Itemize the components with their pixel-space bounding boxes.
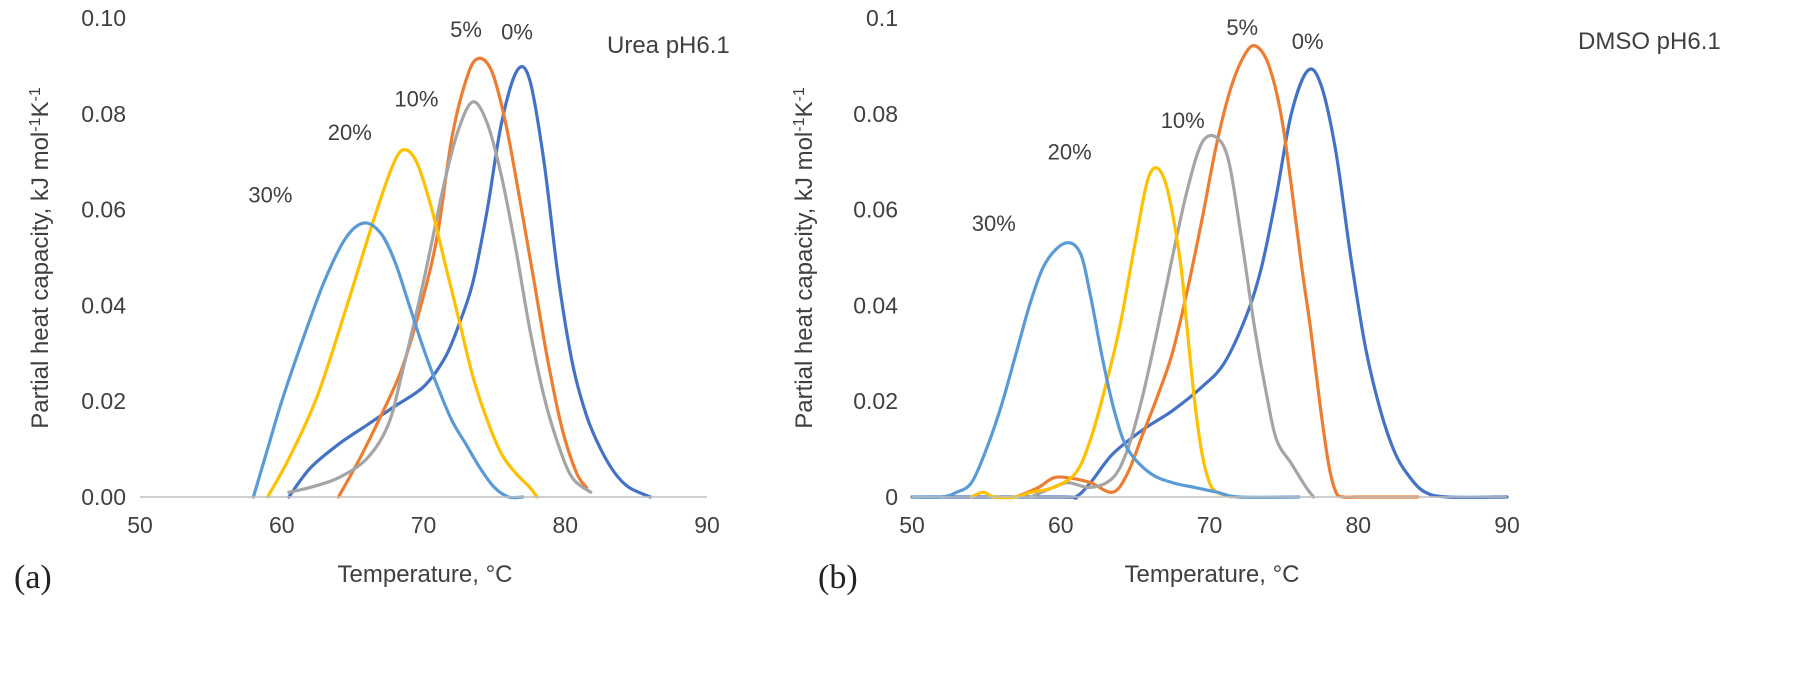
y-tick-label-a-4: 0.08 (81, 101, 126, 127)
tick-labels-a: 50 60 70 80 90 0.00 0.02 0.04 0.06 0.08 0.10 (81, 5, 720, 538)
y-tick-label-b-5: 0.1 (866, 5, 898, 31)
y-tick-label-b-1: 0.02 (853, 388, 898, 414)
x-tick-label-a-3: 80 (552, 512, 578, 538)
y-tick-label-a-1: 0.02 (81, 388, 126, 414)
series-label-b-30pct: 30% (972, 211, 1016, 236)
x-tick-label-a-4: 90 (694, 512, 720, 538)
x-axis-title-b: Temperature, °C (1125, 561, 1300, 588)
series-line-a-20pct (265, 148, 539, 499)
x-tick-label-a-2: 70 (411, 512, 437, 538)
series-lines-b (910, 43, 1509, 500)
series-label-a-30pct: 30% (248, 182, 292, 207)
series-label-a-20pct: 20% (328, 120, 372, 145)
series-label-a-10pct: 10% (394, 87, 438, 112)
x-tick-label-b-4: 90 (1494, 512, 1520, 538)
x-tick-label-a-0: 50 (127, 512, 153, 538)
y-tick-label-b-4: 0.08 (853, 101, 898, 127)
series-label-b-5pct: 5% (1226, 15, 1258, 40)
series-line-b-20pct (969, 166, 1234, 500)
panel-label-b: (b) (818, 559, 858, 596)
y-tick-label-a-2: 0.04 (81, 292, 126, 318)
y-tick-label-a-3: 0.06 (81, 197, 126, 223)
y-tick-label-b-3: 0.06 (853, 197, 898, 223)
series-line-b-30pct (910, 241, 1301, 499)
series-label-a-0pct: 0% (501, 20, 533, 45)
chart-panel-b: 50 60 70 80 90 0 0.02 0.04 0.06 0.08 0.1 0% 5% 10% 20… (791, 5, 1721, 596)
y-axis-title-b: Partial heat capacity, kJ mol-1K-1 (791, 87, 818, 429)
y-tick-label-b-2: 0.04 (853, 292, 898, 318)
x-tick-label-b-1: 60 (1048, 512, 1074, 538)
y-tick-label-a-5: 0.10 (81, 5, 126, 31)
series-label-b-0pct: 0% (1292, 29, 1324, 54)
x-tick-label-b-0: 50 (899, 512, 925, 538)
series-labels-b: 0% 5% 10% 20% 30% (972, 15, 1324, 236)
series-label-a-5pct: 5% (450, 17, 482, 42)
series-label-b-10pct: 10% (1161, 108, 1205, 133)
chart-annotation-a: Urea pH6.1 (607, 32, 730, 59)
series-label-b-20pct: 20% (1048, 139, 1092, 164)
y-tick-label-a-0: 0.00 (81, 484, 126, 510)
series-labels-a: 0% 5% 10% 20% 30% (248, 17, 533, 207)
x-tick-label-b-2: 70 (1197, 512, 1223, 538)
series-line-a-30pct (251, 221, 525, 500)
y-tick-label-b-0: 0 (885, 484, 898, 510)
tick-labels-b: 50 60 70 80 90 0 0.02 0.04 0.06 0.08 0.1 (853, 5, 1520, 538)
x-tick-label-a-1: 60 (269, 512, 295, 538)
chart-annotation-b: DMSO pH6.1 (1578, 28, 1721, 55)
panel-label-a: (a) (14, 559, 52, 596)
series-line-a-5pct (336, 56, 589, 499)
x-tick-label-b-3: 80 (1345, 512, 1371, 538)
series-line-b-0pct (910, 67, 1509, 500)
series-line-b-10pct (1029, 133, 1316, 499)
x-axis-title-a: Temperature, °C (338, 561, 513, 588)
series-lines-a (251, 56, 652, 500)
y-axis-title-a: Partial heat capacity, kJ mol-1K-1 (27, 87, 54, 429)
chart-panel-a: 50 60 70 80 90 0.00 0.02 0.04 0.06 0.08 0.10 0% 5% 1… (14, 5, 730, 596)
series-line-b-5pct (1014, 43, 1420, 499)
series-line-a-10pct (287, 100, 593, 494)
